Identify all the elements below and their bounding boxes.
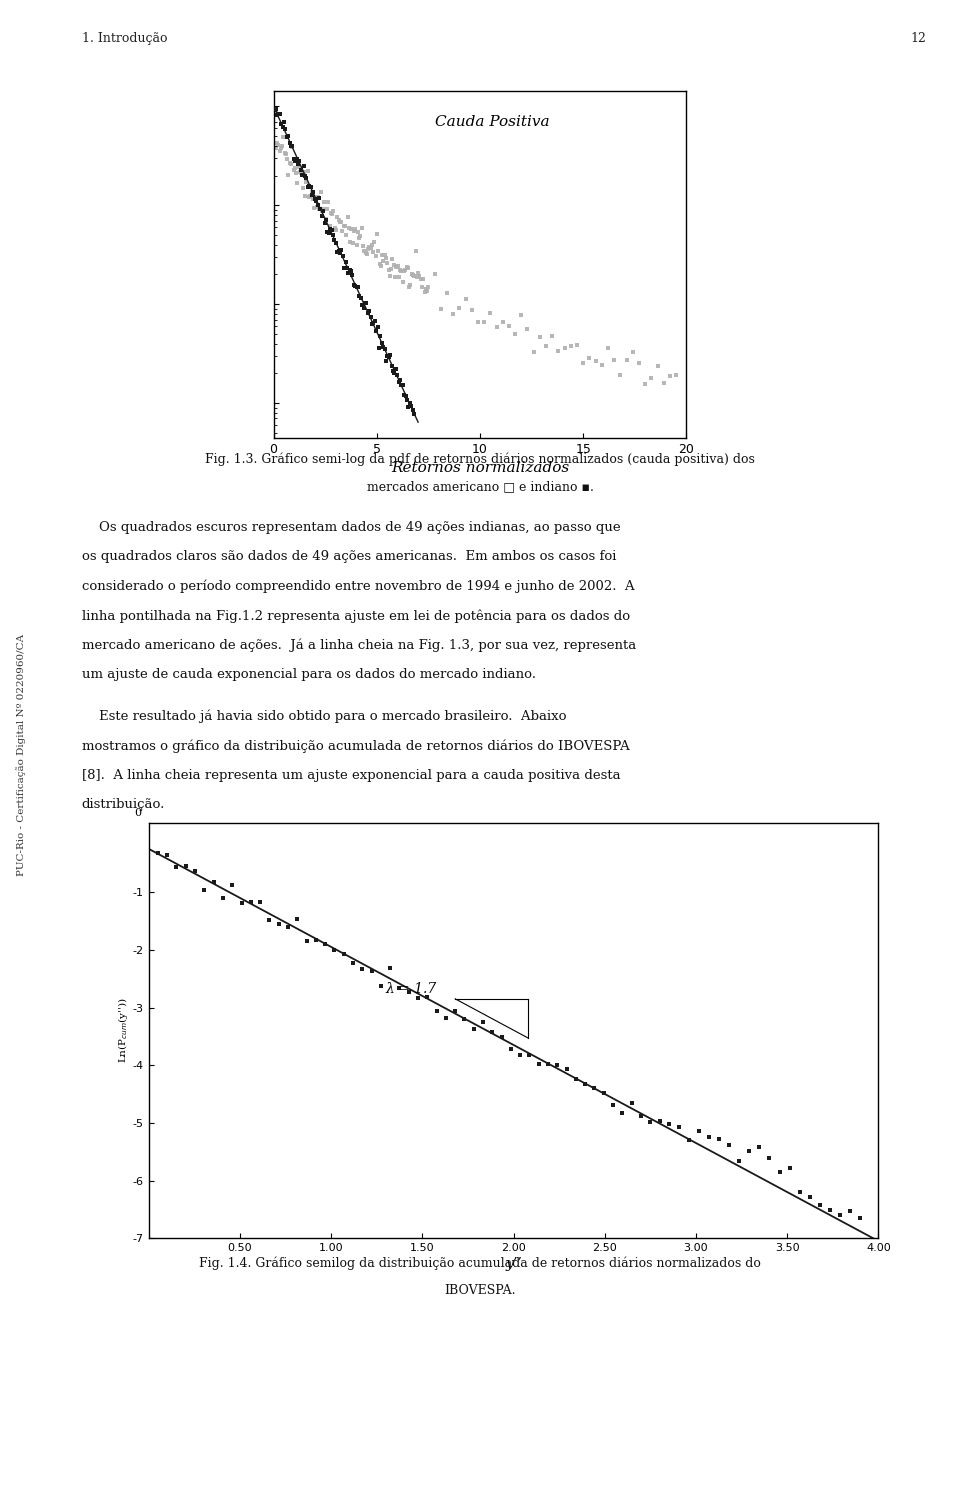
Text: linha pontilhada na Fig.1.2 representa ajuste em lei de potência para os dados d: linha pontilhada na Fig.1.2 representa a… (82, 609, 630, 622)
Text: Os quadrados escuros representam dados de 49 ações indianas, ao passo que: Os quadrados escuros representam dados d… (82, 521, 620, 535)
Text: PUC-Rio - Certificação Digital Nº 0220960/CA: PUC-Rio - Certificação Digital Nº 022096… (16, 634, 26, 876)
Text: mercado americano de ações.  Já a linha cheia na Fig. 1.3, por sua vez, represen: mercado americano de ações. Já a linha c… (82, 639, 636, 652)
Text: Este resultado já havia sido obtido para o mercado brasileiro.  Abaixo: Este resultado já havia sido obtido para… (82, 710, 566, 723)
Text: mercados americano □ e indiano ▪.: mercados americano □ e indiano ▪. (367, 480, 593, 494)
Text: 1. Introdução: 1. Introdução (82, 32, 167, 45)
Text: considerado o período compreendido entre novembro de 1994 e junho de 2002.  A: considerado o período compreendido entre… (82, 580, 635, 593)
Text: 0: 0 (134, 808, 141, 818)
Text: Fig. 1.3. Gráfico semi-log da pdf de retornos diários normalizados (cauda positi: Fig. 1.3. Gráfico semi-log da pdf de ret… (205, 453, 755, 467)
Text: distribuição.: distribuição. (82, 797, 165, 811)
Text: Cauda Positiva: Cauda Positiva (435, 115, 550, 128)
Text: λ = 1.7: λ = 1.7 (386, 982, 437, 995)
Text: IBOVESPA.: IBOVESPA. (444, 1284, 516, 1297)
Text: um ajuste de cauda exponencial para os dados do mercado indiano.: um ajuste de cauda exponencial para os d… (82, 667, 536, 681)
Text: mostramos o gráfico da distribuição acumulada de retornos diários do IBOVESPA: mostramos o gráfico da distribuição acum… (82, 738, 630, 752)
Text: 12: 12 (910, 32, 926, 45)
Text: Fig. 1.4. Gráfico semilog da distribuição acumulada de retornos diários normaliz: Fig. 1.4. Gráfico semilog da distribuiçã… (199, 1256, 761, 1270)
Text: os quadrados claros são dados de 49 ações americanas.  Em ambos os casos foi: os quadrados claros são dados de 49 açõe… (82, 550, 616, 563)
Text: [8].  A linha cheia representa um ajuste exponencial para a cauda positiva desta: [8]. A linha cheia representa um ajuste … (82, 769, 620, 782)
X-axis label: y’’: y’’ (505, 1258, 522, 1271)
X-axis label: Retornos normalizados: Retornos normalizados (391, 462, 569, 476)
Y-axis label: Ln(P$_{cum}$(y'')): Ln(P$_{cum}$(y'')) (116, 998, 130, 1063)
